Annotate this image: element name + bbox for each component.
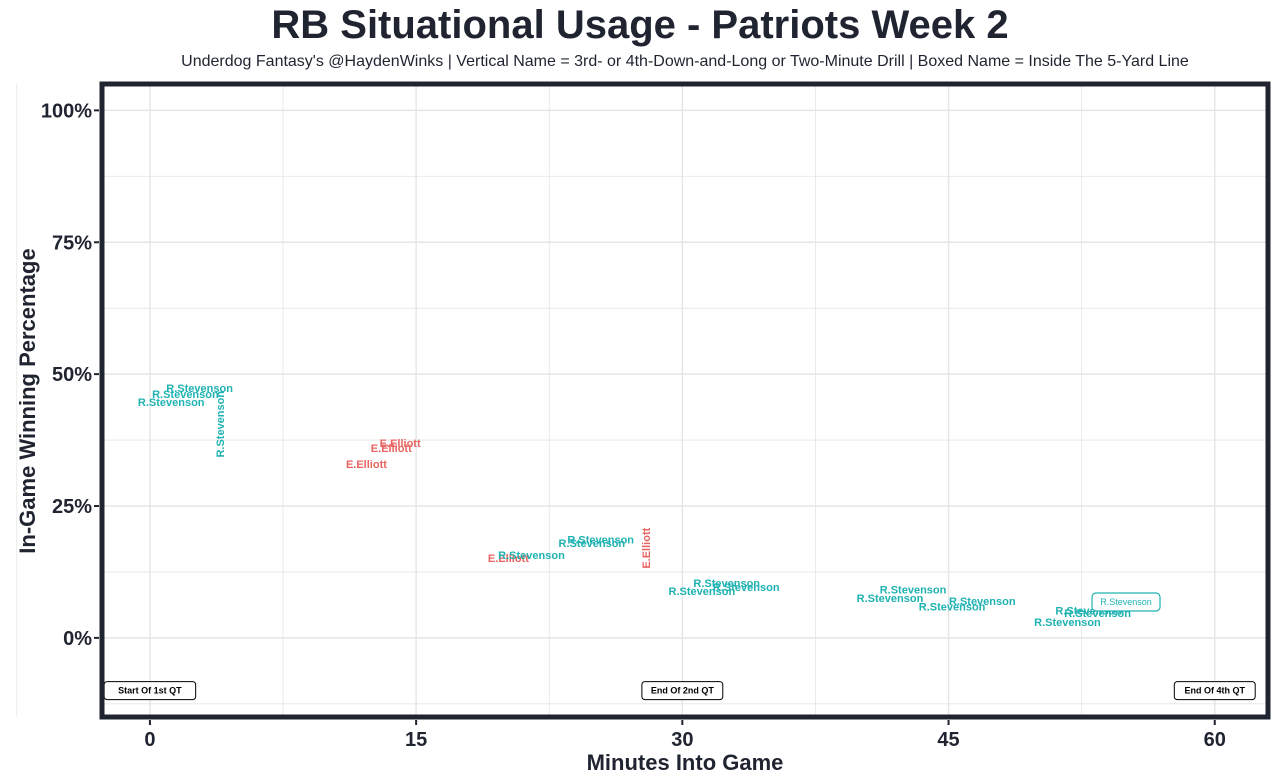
data-point-label: R.Stevenson [138,397,205,409]
quarter-annotation: Start Of 1st QT [103,681,197,701]
y-tick-label: 25% [52,496,92,518]
data-point-boxed: R.Stevenson [1091,592,1161,612]
x-tick-label: 15 [405,729,427,751]
data-point-label: E.Elliott [488,553,529,565]
data-point-label: R.Stevenson [919,601,986,613]
data-point-label: R.Stevenson [669,586,736,598]
data-point-label: R.Stevenson [559,538,626,550]
grid-lines [16,84,1268,717]
quarter-annotation: End Of 4th QT [1173,681,1256,701]
y-tick-label: 0% [63,628,92,650]
data-point-box [1091,592,1161,612]
x-tick-label: 60 [1204,729,1226,751]
data-point-label: R.Stevenson [498,550,565,562]
data-point-label: R.Stevenson [713,582,780,594]
quarter-annotations: Start Of 1st QT End Of 2nd QT End Of 4th Q… [103,681,1256,701]
y-tick-label: 75% [52,232,92,254]
y-tick-label: 50% [52,364,92,386]
annotation-box [1173,681,1256,701]
data-point-label: R.Stevenson [215,391,227,458]
data-point-label: E.Elliott [380,438,421,450]
data-point-label: E.Elliott [641,527,653,568]
annotation-label: Start Of 1st QT [118,686,182,696]
data-point-label: R.Stevenson [949,596,1016,608]
data-point-label: E.Elliott [346,459,387,471]
chart-title: RB Situational Usage - Patriots Week 2 [271,3,1009,47]
data-point-label: R.Stevenson [1100,597,1152,607]
data-point-label: R.Stevenson [152,389,219,401]
data-point-label: R.Stevenson [693,578,760,590]
data-point-label: R.Stevenson [880,584,947,596]
data-point-label: R.Stevenson [166,383,233,395]
x-tick-label: 30 [671,729,693,751]
chart-subtitle: Underdog Fantasy's @HaydenWinks | Vertic… [181,53,1189,70]
quarter-annotation: End Of 2nd QT [641,681,724,701]
data-point-label: R.Stevenson [857,593,924,605]
data-point-label: R.Stevenson [1034,617,1101,629]
annotation-label: End Of 2nd QT [651,686,714,696]
plot-frame [99,81,1271,720]
data-point-label: E.Elliott [371,443,412,455]
annotation-box [641,681,724,701]
y-tick-label: 100% [41,100,92,122]
x-tick-label: 0 [144,729,155,751]
annotation-label: End Of 4th QT [1185,686,1246,696]
data-labels: R.StevensonR.StevensonR.StevensonR.Steve… [138,383,1161,629]
data-point-label: R.Stevenson [567,534,634,546]
axis-ticks: 0% 25% 50% 75% 100% 0 15 30 45 60 [41,100,1226,751]
x-tick-label: 45 [937,729,959,751]
x-axis-label: Minutes Into Game [586,750,784,775]
